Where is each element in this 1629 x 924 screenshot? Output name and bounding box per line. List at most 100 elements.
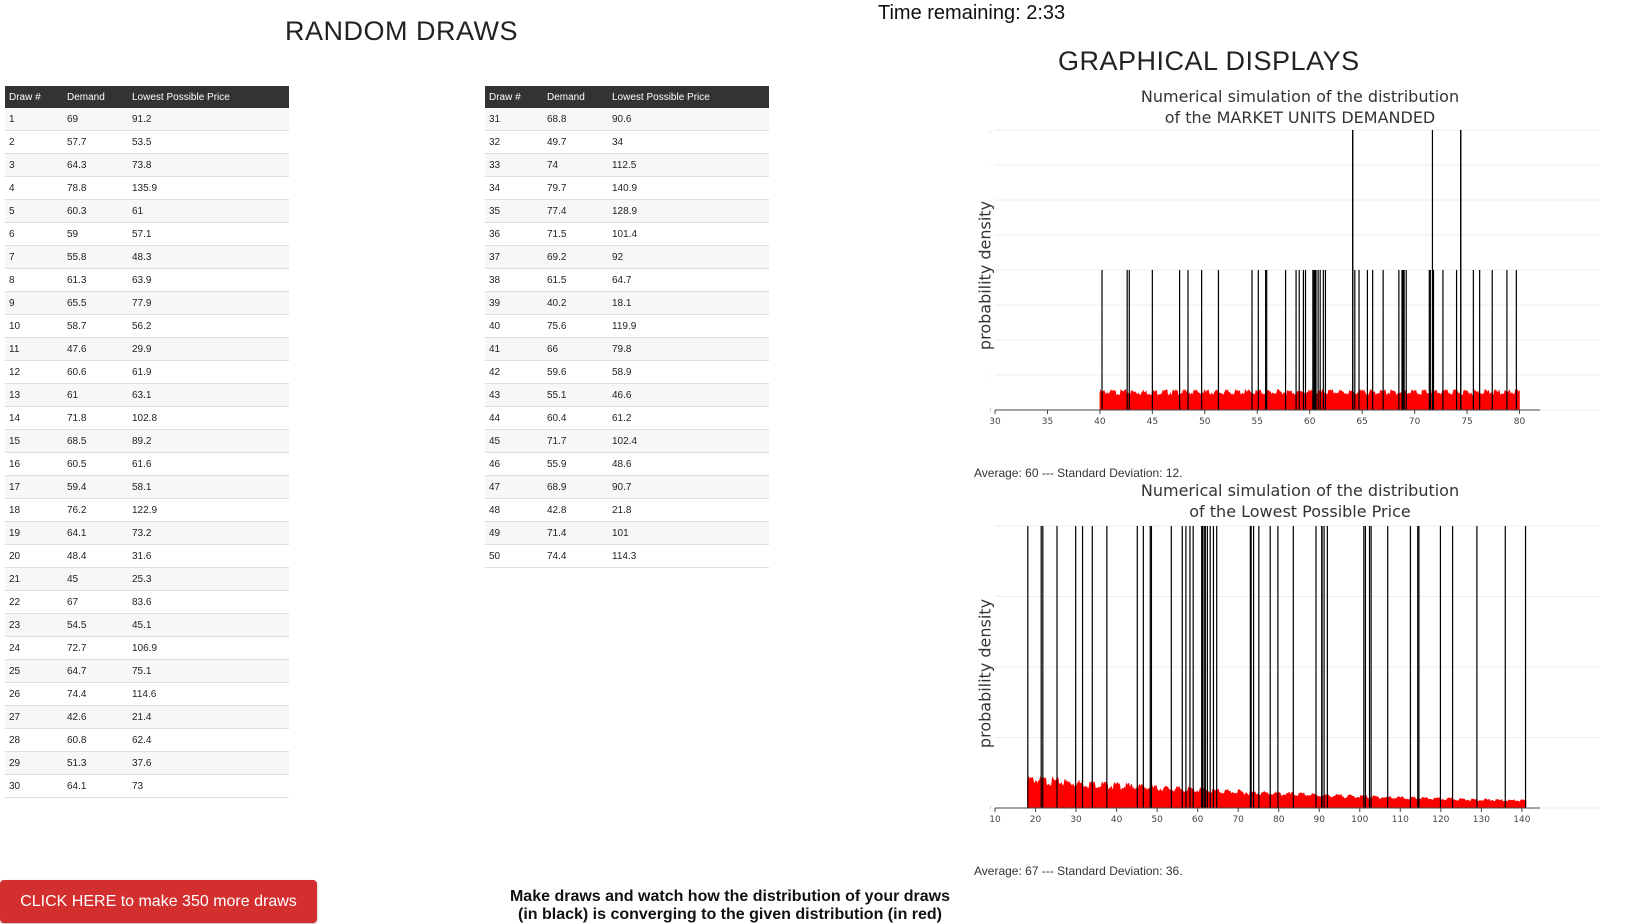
header-draw: Draw # [485, 86, 543, 108]
cell-price: 92 [608, 245, 769, 269]
chart1-xtick-label: 70 [1409, 417, 1421, 427]
cell-price: 61.2 [608, 406, 769, 430]
cell-price: 83.6 [128, 590, 289, 614]
cell-draw-number: 37 [485, 245, 543, 269]
chart1-xtick-label: 65 [1356, 417, 1367, 427]
cell-draw-number: 2 [5, 130, 63, 154]
cell-demand: 68.5 [63, 429, 128, 453]
table-row: 10 58.7 56.2 [5, 314, 289, 338]
cell-demand: 71.8 [63, 406, 128, 430]
cell-demand: 78.8 [63, 176, 128, 200]
cell-draw-number: 5 [5, 199, 63, 223]
cell-demand: 71.4 [543, 521, 608, 545]
cell-draw-number: 8 [5, 268, 63, 292]
cell-draw-number: 25 [5, 659, 63, 683]
cell-demand: 55.8 [63, 245, 128, 269]
cell-demand: 59.6 [543, 360, 608, 384]
chart2-xtick-label: 40 [1111, 815, 1123, 825]
chart2-ytick-label: 0.05 [990, 734, 991, 744]
chart1-xtick-label: 80 [1514, 417, 1526, 427]
cell-demand: 42.6 [63, 705, 128, 729]
cell-price: 25.3 [128, 567, 289, 591]
cell-demand: 59 [63, 222, 128, 246]
chart2-xtick-label: 10 [990, 815, 1001, 825]
table-row: 27 42.6 21.4 [5, 705, 289, 729]
chart1-ytick-label: 0.4 [990, 126, 991, 136]
cell-price: 45.1 [128, 613, 289, 637]
cell-price: 58.9 [608, 360, 769, 384]
cell-price: 61.9 [128, 360, 289, 384]
cell-draw-number: 36 [485, 222, 543, 246]
chart2-xtick-label: 110 [1392, 815, 1409, 825]
cell-price: 57.1 [128, 222, 289, 246]
draws-table-left: Draw # Demand Lowest Possible Price 1 69 9… [5, 86, 289, 798]
chart2-given-distribution [1027, 775, 1527, 809]
cell-price: 122.9 [128, 498, 289, 522]
cell-price: 63.9 [128, 268, 289, 292]
chart2-title-line1: Numerical simulation of the distribution [1140, 481, 1460, 500]
cell-price: 61.6 [128, 452, 289, 476]
table-row: 15 68.5 89.2 [5, 429, 289, 453]
cell-price: 73.8 [128, 153, 289, 177]
cell-price: 37.6 [128, 751, 289, 775]
cell-demand: 49.7 [543, 130, 608, 154]
table-row: 36 71.5 101.4 [485, 222, 769, 246]
cell-demand: 67 [63, 590, 128, 614]
cell-draw-number: 15 [5, 429, 63, 453]
table-row: 23 54.5 45.1 [5, 613, 289, 637]
cell-price: 73.2 [128, 521, 289, 545]
chart1-xtick-label: 55 [1252, 417, 1263, 427]
cell-demand: 55.9 [543, 452, 608, 476]
cell-price: 114.3 [608, 544, 769, 568]
chart2-ytick-label: 0.15 [990, 593, 991, 603]
table-row: 38 61.5 64.7 [485, 268, 769, 292]
cell-draw-number: 30 [5, 774, 63, 798]
cell-demand: 54.5 [63, 613, 128, 637]
cell-demand: 61.5 [543, 268, 608, 292]
table-row: 25 64.7 75.1 [5, 659, 289, 683]
cell-draw-number: 26 [5, 682, 63, 706]
cell-price: 102.8 [128, 406, 289, 430]
cell-demand: 69 [63, 108, 128, 131]
cell-demand: 40.2 [543, 291, 608, 315]
chart2-xtick-label: 70 [1232, 815, 1244, 825]
table-row: 13 61 63.1 [5, 383, 289, 407]
cell-draw-number: 10 [5, 314, 63, 338]
cell-demand: 47.6 [63, 337, 128, 361]
table-row: 1 69 91.2 [5, 108, 289, 131]
random-draws-title: RANDOM DRAWS [285, 16, 518, 46]
cell-draw-number: 21 [5, 567, 63, 591]
cell-price: 77.9 [128, 291, 289, 315]
cell-draw-number: 11 [5, 337, 63, 361]
chart1-title-line2: of the MARKET UNITS DEMANDED [1164, 108, 1436, 127]
chart1-summary: Average: 60 --- Standard Deviation: 12. [974, 466, 1183, 480]
cell-price: 21.8 [608, 498, 769, 522]
chart2-xtick-label: 80 [1273, 815, 1285, 825]
cell-draw-number: 44 [485, 406, 543, 430]
table-row: 20 48.4 31.6 [5, 544, 289, 568]
chart1-ytick-label: 0.15 [990, 301, 991, 311]
cell-demand: 60.5 [63, 452, 128, 476]
table-row: 11 47.6 29.9 [5, 337, 289, 361]
table-row: 24 72.7 106.9 [5, 636, 289, 660]
cell-draw-number: 46 [485, 452, 543, 476]
cell-demand: 64.1 [63, 521, 128, 545]
table-row: 40 75.6 119.9 [485, 314, 769, 338]
chart1-ytick-label: 0.3 [990, 196, 991, 206]
cell-price: 89.2 [128, 429, 289, 453]
chart1-xtick-label: 30 [990, 417, 1001, 427]
cell-demand: 64.7 [63, 659, 128, 683]
chart2-ytick-label: 0.2 [990, 522, 991, 532]
make-more-draws-button[interactable]: CLICK HERE to make 350 more draws [0, 880, 317, 923]
table-row: 47 68.9 90.7 [485, 475, 769, 499]
instructions-text: Make draws and watch how the distributio… [470, 888, 990, 924]
cell-demand: 61.3 [63, 268, 128, 292]
cell-draw-number: 27 [5, 705, 63, 729]
table-row: 3 64.3 73.8 [5, 153, 289, 177]
cell-draw-number: 40 [485, 314, 543, 338]
cell-price: 75.1 [128, 659, 289, 683]
cell-draw-number: 13 [5, 383, 63, 407]
table-row: 45 71.7 102.4 [485, 429, 769, 453]
table-row: 37 69.2 92 [485, 245, 769, 269]
cell-demand: 61 [63, 383, 128, 407]
